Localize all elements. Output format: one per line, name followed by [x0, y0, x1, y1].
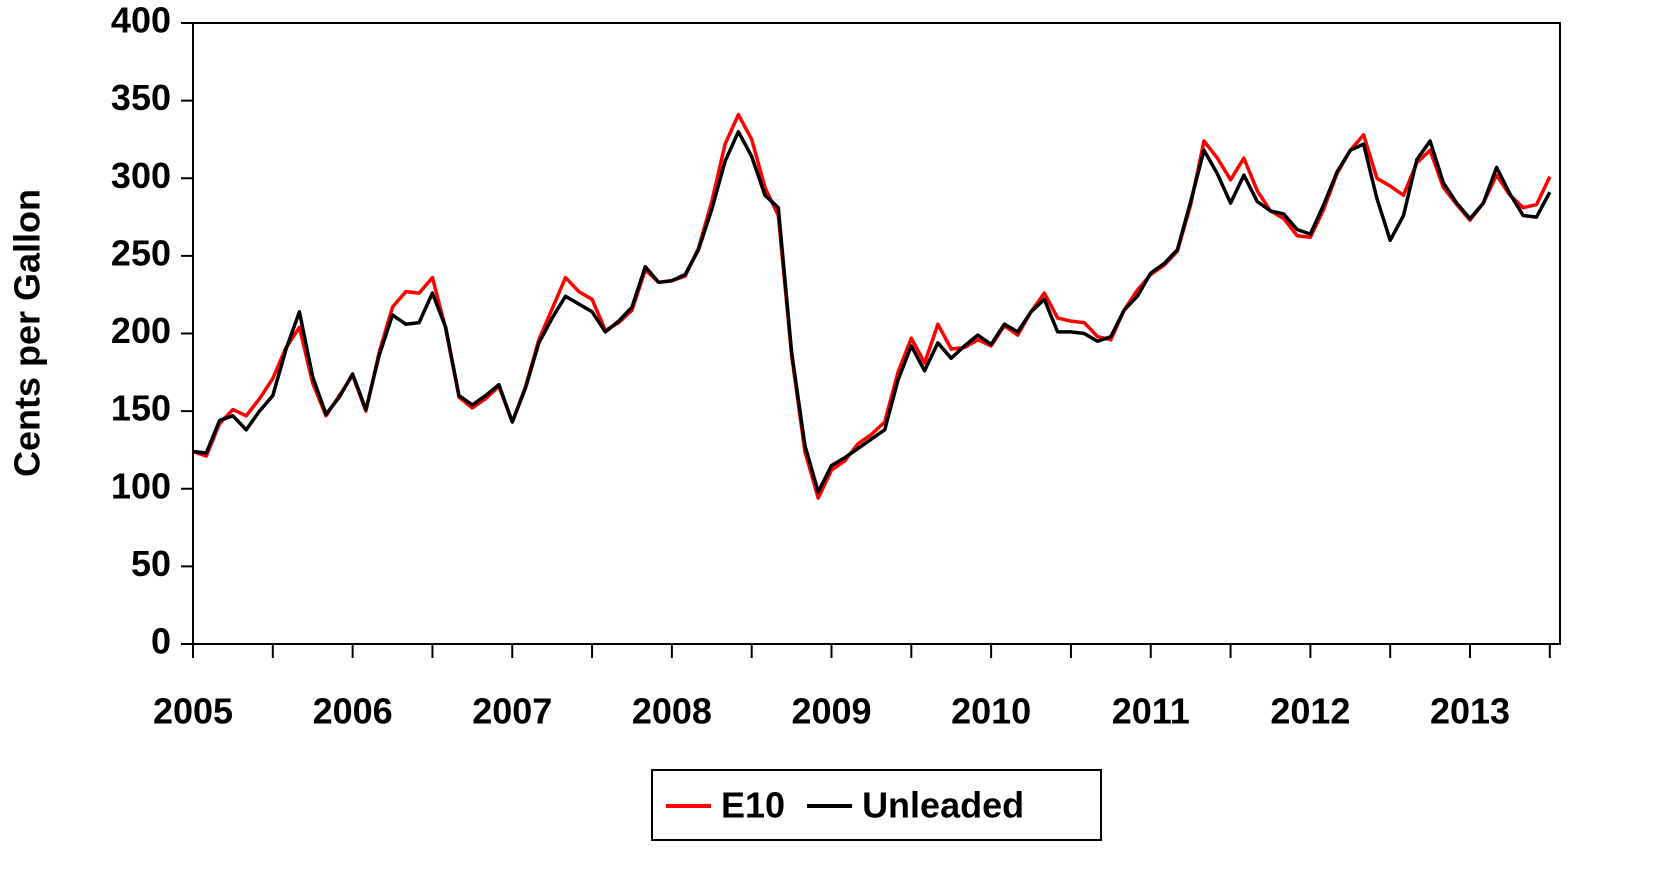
y-tick-label: 300 [111, 155, 171, 196]
y-tick-label: 100 [111, 465, 171, 506]
y-tick-label: 400 [111, 0, 171, 41]
x-tick-label: 2009 [791, 691, 871, 732]
x-tick-label: 2007 [472, 691, 552, 732]
x-tick-label: 2008 [632, 691, 712, 732]
x-tick-label: 2013 [1430, 691, 1510, 732]
plot-area [192, 22, 1561, 645]
x-tick-label: 2005 [153, 691, 233, 732]
y-tick-label: 150 [111, 388, 171, 429]
x-tick-label: 2011 [1112, 691, 1190, 732]
y-tick-label: 50 [131, 543, 171, 584]
y-tick-label: 0 [151, 621, 171, 662]
x-tick-label: 2012 [1270, 691, 1350, 732]
legend-label: E10 [721, 785, 785, 826]
y-tick-label: 200 [111, 310, 171, 351]
y-tick-label: 350 [111, 77, 171, 118]
y-tick-label: 250 [111, 232, 171, 273]
legend-label: Unleaded [862, 785, 1024, 826]
x-tick-label: 2006 [313, 691, 393, 732]
line-series [192, 112, 1552, 500]
y-axis-label: Cents per Gallon [7, 189, 48, 477]
legend-box [651, 769, 1102, 841]
x-tick-label: 2010 [951, 691, 1031, 732]
line-series [192, 129, 1552, 494]
